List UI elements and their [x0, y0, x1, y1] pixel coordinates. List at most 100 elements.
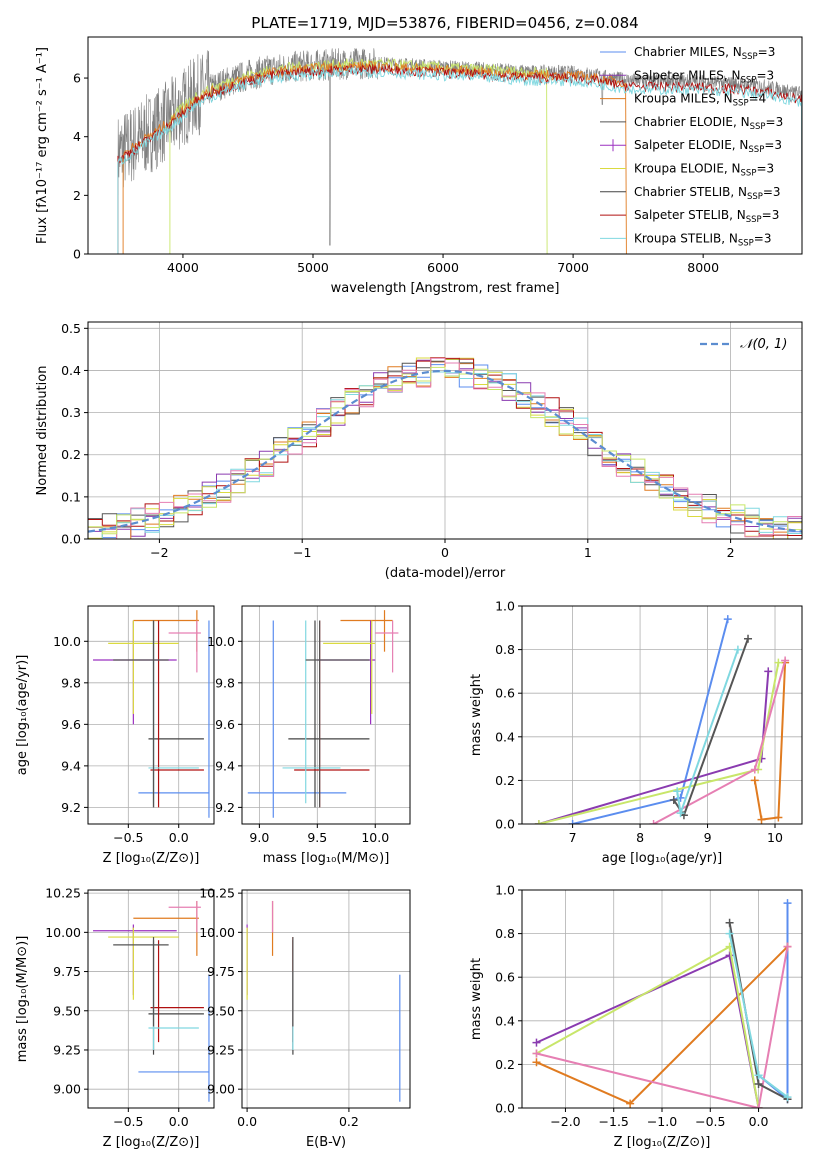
weight-point-marker: [783, 899, 792, 908]
y-tick-label: 9.75: [207, 964, 235, 979]
plot-area: [93, 900, 210, 1102]
y-tick-label: 9.8: [61, 675, 81, 690]
x-tick-label: −2.0: [550, 1114, 580, 1129]
plot-area: [117, 48, 802, 254]
panel-mass_vs_ebv: 0.0 0.2 9.00 9.25 9.50 9.75 10.00 10.25 E(B-V): [199, 886, 411, 1150]
weight-point-marker: [774, 658, 783, 667]
weight-point-marker: [673, 787, 682, 796]
y-tick-label: 9.50: [207, 1003, 235, 1018]
y-tick-label: 0.0: [495, 817, 515, 832]
y-tick-label: 10.25: [199, 886, 235, 901]
weight-line: [538, 671, 770, 824]
gaussian-curve: [88, 369, 802, 533]
weight-point-marker: [532, 1038, 541, 1047]
plot-area: [532, 899, 792, 1108]
weight-point-marker: [754, 1071, 763, 1080]
weight-point-marker: [754, 1104, 763, 1108]
y-tick-label: 0.2: [61, 447, 81, 462]
y-tick-label: 9.2: [215, 800, 235, 815]
weight-line: [757, 903, 789, 1102]
spectrum-model-line: [117, 66, 802, 254]
spectrum-model-line: [122, 60, 627, 254]
weight-point-marker: [783, 1093, 792, 1102]
weight-point-marker: [774, 813, 783, 822]
x-tick-label: −0.5: [113, 830, 143, 845]
y-tick-label: 6: [73, 71, 81, 86]
y-tick-label: 0.8: [495, 642, 515, 657]
weight-point-marker: [781, 656, 790, 665]
y-tick-label: 9.6: [215, 717, 235, 732]
panel-age_vs_Z: −0.5 0.0 9.2 9.4 9.6 9.8 10.0 Z [log₁₀(Z/Z⊙)] ag…: [15, 605, 215, 866]
legend-label: Salpeter ELODIE, NSSP=3: [634, 138, 782, 155]
y-tick-label: 0.0: [495, 1101, 515, 1116]
plot-area: [88, 357, 802, 539]
x-tick-label: 0.0: [749, 1114, 769, 1129]
axes-frame: [87, 605, 215, 825]
weight-line: [536, 946, 789, 1108]
legend-label: Salpeter STELIB, NSSP=3: [634, 208, 779, 225]
y-axis-label: mass [log₁₀(M/M⊙)]: [15, 936, 30, 1063]
spectrum-model-line: [117, 63, 802, 254]
legend-label: Chabrier ELODIE, NSSP=3: [634, 115, 783, 132]
legend-label: 𝒩(0, 1): [740, 337, 787, 352]
panel-mass_vs_Z: −0.5 0.0 9.00 9.25 9.50 9.75 10.00 10.25 Z [log₁…: [15, 886, 215, 1150]
y-tick-label: 2: [73, 188, 81, 203]
x-tick-label: −0.5: [695, 1114, 725, 1129]
y-tick-label: 10.25: [45, 886, 81, 901]
x-tick-label: 0: [441, 545, 449, 560]
axes-frame: [241, 889, 411, 1109]
x-tick-label: 5000: [297, 260, 329, 275]
y-tick-label: 0.4: [495, 729, 515, 744]
panel-residuals: −2 −1 0 1 2 0.0 0.1 0.2 0.3 0.4 0.5 (data-model)/er…: [35, 321, 803, 581]
y-tick-label: 9.4: [61, 758, 81, 773]
weight-point-marker: [725, 929, 734, 938]
x-tick-label: 0.0: [237, 1114, 257, 1129]
y-tick-label: 9.00: [207, 1082, 235, 1097]
panel-age_vs_mass: 9.0 9.5 10.0 9.2 9.4 9.6 9.8 10.0 mass [log₁₀(M/…: [207, 605, 411, 866]
y-tick-label: 0.8: [495, 926, 515, 941]
legend-label: Kroupa STELIB, NSSP=3: [634, 231, 772, 248]
x-tick-label: −1.5: [599, 1114, 629, 1129]
y-tick-label: 9.2: [61, 800, 81, 815]
y-tick-label: 9.6: [61, 717, 81, 732]
figure-title: PLATE=1719, MJD=53876, FIBERID=0456, z=0…: [251, 14, 638, 32]
panel-weight_vs_Z: −2.0 −1.5 −1.0 −0.5 0.0 0.0 0.2 0.4 0.6 0.8 1.0 Z […: [469, 883, 803, 1150]
x-tick-label: 0.0: [169, 830, 189, 845]
x-axis-label: (data-model)/error: [385, 566, 506, 581]
x-tick-label: −1: [293, 545, 311, 560]
panel-weight_vs_age: 7 8 9 10 0.0 0.2 0.4 0.6 0.8 1.0 age [log₁₀(age/yr…: [469, 599, 803, 866]
y-tick-label: 0.6: [495, 970, 515, 985]
y-tick-label: 0.4: [495, 1013, 515, 1028]
axes-frame: [521, 889, 803, 1109]
y-tick-label: 9.8: [215, 675, 235, 690]
weight-point-marker: [757, 815, 766, 824]
y-tick-label: 10.0: [53, 634, 81, 649]
legend-label: Chabrier STELIB, NSSP=3: [634, 185, 781, 202]
plot-area: [534, 615, 790, 824]
axes-frame: [521, 605, 803, 825]
y-axis-label: age [log₁₀(age/yr)]: [15, 655, 30, 776]
y-tick-label: 0.3: [61, 405, 81, 420]
weight-point-marker: [750, 776, 759, 785]
axes-frame: [87, 889, 215, 1109]
x-tick-label: 2: [727, 545, 735, 560]
legend-label: Kroupa ELODIE, NSSP=3: [634, 162, 774, 179]
y-tick-label: 9.75: [53, 964, 81, 979]
y-tick-label: 0: [73, 247, 81, 262]
x-tick-label: −1.0: [647, 1114, 677, 1129]
legend-label: Chabrier MILES, NSSP=3: [634, 45, 775, 62]
weight-point-marker: [725, 918, 734, 927]
weight-point-marker: [783, 942, 792, 951]
x-axis-label: Z [log₁₀(Z/Z⊙)]: [103, 1135, 200, 1150]
x-tick-label: 9.5: [307, 830, 327, 845]
y-axis-label: Flux [fλ10⁻¹⁷ erg cm⁻² s⁻¹ A⁻¹]: [35, 47, 50, 244]
y-axis-label: mass weight: [469, 958, 484, 1040]
x-tick-label: 0.0: [169, 1114, 189, 1129]
x-tick-label: 9.0: [249, 830, 269, 845]
y-tick-label: 0.6: [495, 686, 515, 701]
weight-point-marker: [723, 615, 732, 624]
x-tick-label: 8000: [687, 260, 719, 275]
weight-point-marker: [669, 796, 678, 805]
y-tick-label: 4: [73, 129, 81, 144]
